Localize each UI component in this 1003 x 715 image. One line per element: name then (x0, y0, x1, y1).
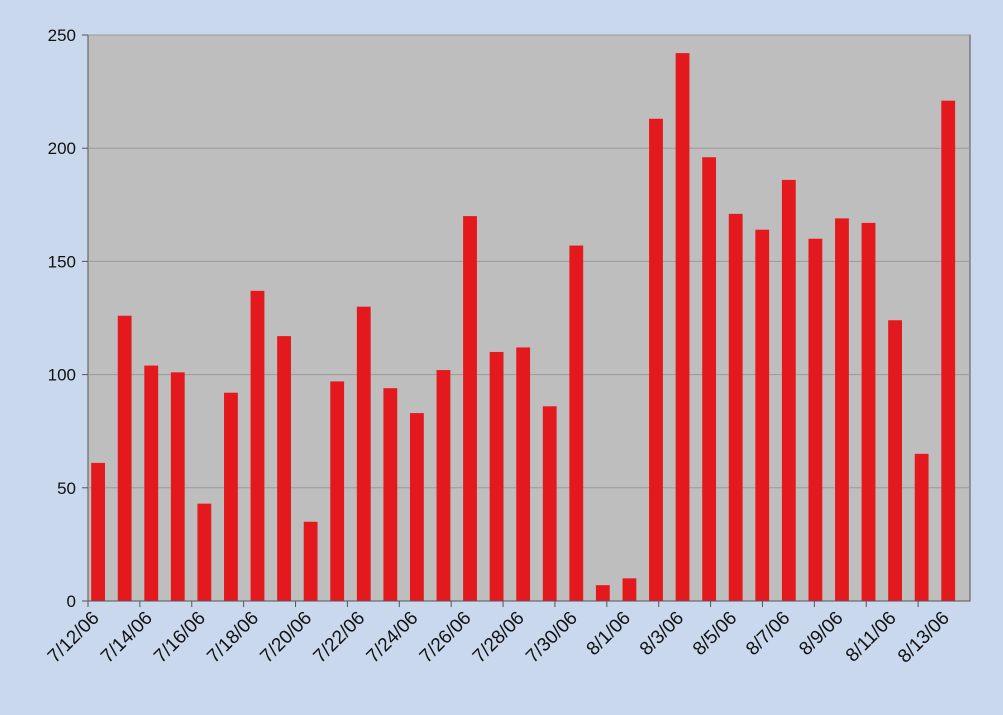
x-tick-label: 7/18/06 (203, 608, 263, 668)
bar (675, 53, 690, 601)
bar (755, 229, 770, 602)
x-tick-label: 7/26/06 (416, 608, 476, 668)
bar (835, 218, 849, 601)
y-tick-label: 100 (48, 366, 76, 385)
bar (224, 392, 238, 601)
bar (463, 216, 477, 601)
x-tick-label: 8/5/06 (689, 608, 741, 660)
bar (728, 213, 743, 601)
bar (117, 315, 132, 601)
y-tick-label: 150 (48, 252, 76, 271)
bar (861, 222, 876, 602)
y-tick-label: 0 (67, 592, 76, 611)
x-tick-label: 7/30/06 (522, 608, 582, 668)
bar (622, 578, 637, 601)
y-axis: 0 50 100 150 200 250 (48, 26, 88, 611)
bar (542, 406, 557, 601)
bar (941, 100, 956, 601)
x-tick-label: 7/22/06 (310, 608, 370, 668)
bar (516, 347, 531, 601)
bar (330, 381, 345, 601)
x-tick-label: 8/11/06 (842, 608, 901, 667)
bar (197, 503, 212, 601)
x-tick-label: 8/1/06 (583, 608, 635, 660)
bar (649, 118, 663, 601)
x-tick-label: 7/28/06 (469, 608, 529, 668)
x-tick-label: 7/12/06 (44, 608, 104, 668)
bar (356, 306, 371, 601)
bar (144, 365, 159, 601)
bar (91, 462, 106, 601)
bar (170, 372, 185, 601)
x-tick-label: 8/9/06 (795, 608, 847, 660)
bar (250, 290, 265, 601)
bar (383, 388, 398, 601)
x-tick-label: 7/14/06 (97, 608, 157, 668)
bar (595, 585, 610, 601)
bar (489, 351, 504, 601)
bars (91, 53, 956, 602)
x-tick-label: 7/24/06 (363, 608, 423, 668)
bar (888, 320, 902, 601)
bar (781, 179, 796, 601)
x-tick-label: 8/3/06 (636, 608, 688, 660)
x-tick-label: 7/16/06 (150, 608, 210, 668)
bar (303, 521, 318, 601)
bar (808, 238, 823, 601)
bar (409, 413, 424, 601)
bar (277, 336, 291, 601)
y-tick-label: 200 (48, 139, 76, 158)
x-tick-label: 8/7/06 (742, 608, 794, 660)
x-tick-label: 8/13/06 (894, 608, 954, 668)
bar (914, 453, 929, 601)
bar (702, 157, 717, 602)
y-tick-label: 250 (48, 26, 76, 45)
x-axis: 7/12/067/14/067/16/067/18/067/20/067/22/… (44, 600, 970, 668)
bar (436, 370, 451, 601)
x-tick-label: 7/20/06 (256, 608, 316, 668)
y-tick-label: 50 (57, 479, 76, 498)
bar (569, 245, 584, 601)
